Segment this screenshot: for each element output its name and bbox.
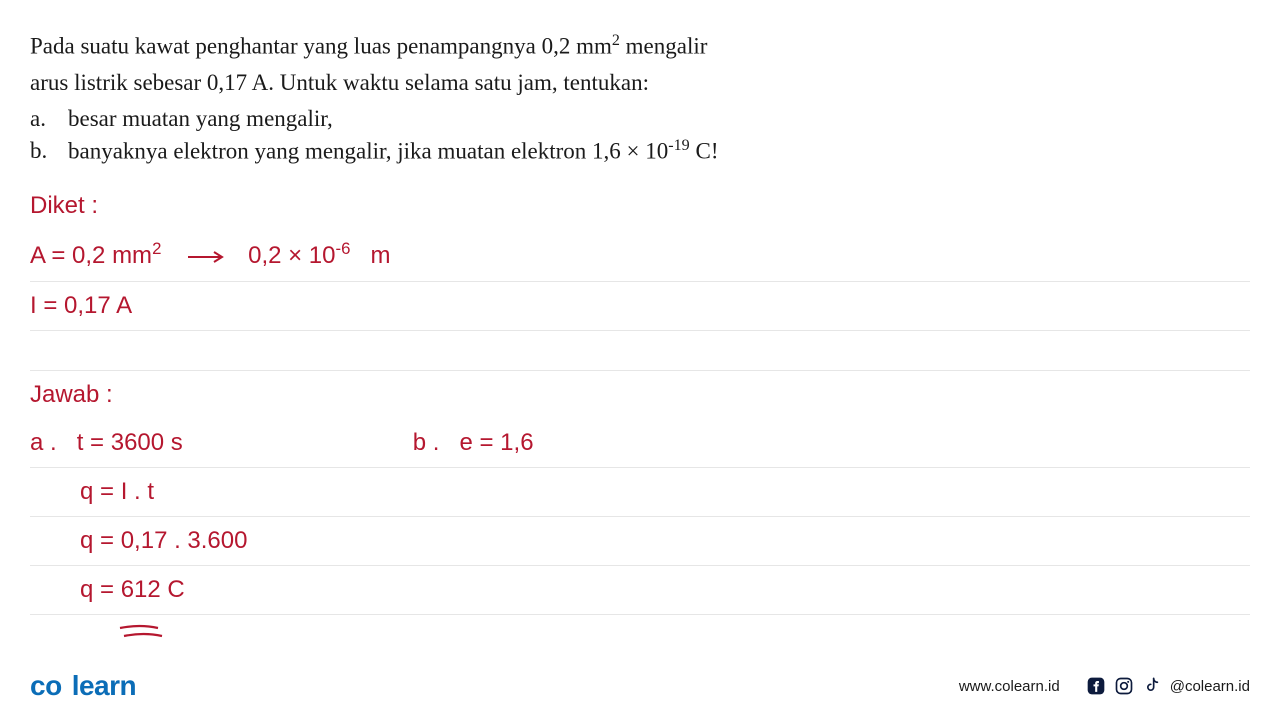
line-current: I = 0,17 A [30, 282, 1250, 331]
logo-co: co [30, 670, 62, 701]
jawab-label: Jawab : [30, 371, 1250, 419]
a-post: 0,2 × 10 [248, 242, 335, 269]
answer-a-q1: q = I . t [30, 468, 1250, 517]
answer-a-q2: q = 0,17 . 3.600 [30, 517, 1250, 566]
answer-a-q3: q = 612 C [30, 566, 1250, 615]
brand-logo: colearn [30, 670, 136, 702]
footer: colearn www.colearn.id @colearn.id [0, 670, 1280, 702]
item-b-text: banyaknya elektron yang mengalir, jika m… [68, 135, 718, 168]
problem-list: a. besar muatan yang mengalir, b. banyak… [30, 103, 1250, 168]
line-area: A = 0,2 mm2 0,2 × 10-6 m [30, 230, 1250, 282]
blank-line [30, 331, 1250, 371]
jawab-text: Jawab : [30, 381, 113, 408]
problem-item-b: b. banyaknya elektron yang mengalir, jik… [30, 135, 1250, 168]
logo-learn: learn [72, 670, 136, 701]
problem-text-2: arus listrik sebesar 0,17 A. Untuk waktu… [30, 70, 649, 95]
item-b-pre: banyaknya elektron yang mengalir, jika m… [68, 139, 668, 164]
social-handle[interactable]: @colearn.id [1170, 678, 1250, 695]
item-b-end: C! [690, 139, 719, 164]
arrow-icon [188, 239, 228, 275]
diket-label: Diket : [30, 182, 1250, 230]
tiktok-icon[interactable] [1142, 676, 1162, 696]
item-a-text: besar muatan yang mengalir, [68, 103, 333, 135]
a-q3: q = 612 C [80, 576, 185, 603]
item-b-exp: -19 [668, 137, 689, 154]
underline-row [30, 615, 1250, 657]
problem-text-1: Pada suatu kawat penghantar yang luas pe… [30, 34, 612, 59]
handwritten-block: Diket : A = 0,2 mm2 0,2 × 10-6 m I = 0,1… [30, 182, 1250, 657]
a-t: t = 3600 s [77, 429, 183, 456]
b-e: e = 1,6 [459, 429, 533, 456]
item-a-label: a. [30, 103, 68, 135]
problem-line-2: arus listrik sebesar 0,17 A. Untuk waktu… [30, 67, 1250, 99]
problem-text-1b: mengalir [620, 34, 708, 59]
answer-row-1: a . t = 3600 s b . e = 1,6 [30, 419, 1250, 468]
footer-right: www.colearn.id @colearn.id [959, 676, 1250, 696]
answer-a-t: a . t = 3600 s [30, 425, 183, 461]
a-pre: A = 0,2 mm [30, 242, 152, 269]
answer-b-e: b . e = 1,6 [413, 425, 534, 461]
problem-exp-1: 2 [612, 32, 620, 49]
result-underline-icon [30, 619, 230, 646]
b-label: b . [413, 429, 440, 456]
a-label: a . [30, 429, 57, 456]
problem-item-a: a. besar muatan yang mengalir, [30, 103, 1250, 135]
problem-line-1: Pada suatu kawat penghantar yang luas pe… [30, 30, 1250, 63]
a-unit: m [364, 242, 391, 269]
social-icons: @colearn.id [1086, 676, 1250, 696]
website-link[interactable]: www.colearn.id [959, 678, 1060, 695]
a-exp: 2 [152, 239, 161, 258]
a-post-exp: -6 [336, 239, 351, 258]
i-line: I = 0,17 A [30, 292, 132, 319]
a-q2: q = 0,17 . 3.600 [80, 527, 247, 554]
facebook-icon[interactable] [1086, 676, 1106, 696]
a-q1: q = I . t [80, 478, 154, 505]
diket-text: Diket : [30, 192, 98, 219]
instagram-icon[interactable] [1114, 676, 1134, 696]
item-b-label: b. [30, 135, 68, 168]
